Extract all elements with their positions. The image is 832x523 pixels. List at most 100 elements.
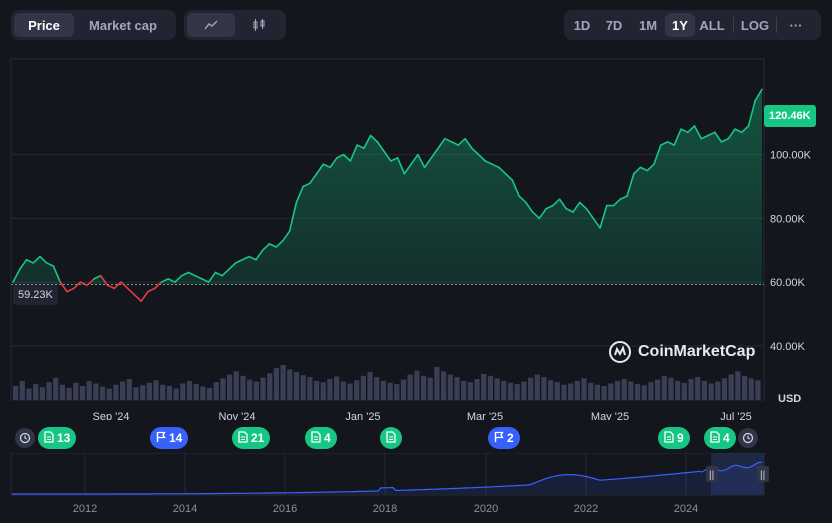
price-line-segment <box>444 137 453 143</box>
price-line-segment <box>417 153 426 169</box>
marker-count: 4 <box>324 431 331 445</box>
volume-bar <box>59 384 66 400</box>
price-line-segment <box>450 141 460 146</box>
volume-bar <box>588 382 594 400</box>
price-line-segment <box>619 195 628 201</box>
chart-type-toggle <box>184 10 286 40</box>
volume-bar <box>340 381 346 400</box>
navigator-handle-left[interactable] <box>706 466 718 482</box>
candlestick-button[interactable] <box>235 13 283 37</box>
range-1d[interactable]: 1D <box>573 17 591 33</box>
volume-bar <box>661 375 667 400</box>
volume-bar <box>280 365 286 400</box>
price-line-segment <box>396 156 406 175</box>
volume-bar <box>253 381 259 400</box>
price-line-segment <box>464 137 473 150</box>
price-line-segment <box>113 281 122 290</box>
news-marker[interactable]: 4 <box>305 427 337 449</box>
price-line-segment <box>410 153 419 165</box>
price-line-segment <box>153 281 163 290</box>
news-marker[interactable] <box>380 427 402 449</box>
price-line-segment <box>740 125 750 134</box>
volume-bar <box>501 380 507 400</box>
volume-bar <box>247 379 253 400</box>
price-line-segment <box>329 156 338 169</box>
x-tick-label: Jul '25 <box>720 411 751 420</box>
volume-bar <box>447 374 453 400</box>
price-line-segment <box>558 198 568 210</box>
news-marker[interactable]: 21 <box>232 427 271 449</box>
volume-bar <box>160 384 166 400</box>
range-1y[interactable]: 1Y <box>665 13 695 37</box>
navigator-year-label: 2022 <box>574 503 598 515</box>
tab-price[interactable]: Price <box>14 13 74 37</box>
price-line-segment <box>32 255 41 264</box>
document-icon <box>710 430 720 446</box>
log-toggle[interactable]: LOG <box>740 17 770 33</box>
price-line-segment <box>228 262 237 271</box>
history-button[interactable] <box>15 428 35 448</box>
price-line-segment <box>45 262 55 267</box>
volume-bar <box>213 382 219 400</box>
more-button[interactable]: ··· <box>789 17 803 33</box>
volume-bar <box>668 377 674 400</box>
volume-bar <box>695 377 701 400</box>
price-line-segment <box>79 281 89 287</box>
marker-count: 21 <box>251 431 265 445</box>
document-icon <box>44 430 54 446</box>
price-line-segment <box>39 255 48 264</box>
volume-bar <box>701 380 708 400</box>
news-marker[interactable]: 9 <box>658 427 690 449</box>
document-icon <box>664 430 674 446</box>
line-chart-button[interactable] <box>187 13 235 37</box>
price-line-segment <box>201 278 210 283</box>
news-marker[interactable]: 13 <box>38 427 77 449</box>
volume-bar <box>307 377 313 400</box>
price-line-segment <box>52 265 62 283</box>
tab-market-cap[interactable]: Market cap <box>89 17 157 33</box>
price-line-segment <box>174 274 183 283</box>
volume-bar <box>427 377 433 400</box>
price-line-segment <box>525 201 534 213</box>
event-flag-marker[interactable]: 2 <box>488 427 520 449</box>
volume-bar <box>735 371 741 400</box>
price-line-segment <box>187 271 196 277</box>
price-line-segment <box>511 179 520 197</box>
price-chart[interactable]: 40.00K 60.00K 80.00K 100.00K Sep '24 Nov '24… <box>0 0 832 420</box>
price-line-segment <box>457 137 466 146</box>
price-line-segment <box>707 131 716 137</box>
navigator-handle-right[interactable] <box>757 466 769 482</box>
metric-tabs: Price Market cap <box>11 10 176 40</box>
range-all[interactable]: ALL <box>699 17 725 33</box>
news-marker[interactable]: 4 <box>704 427 736 449</box>
price-line-segment <box>498 166 507 175</box>
price-line-segment <box>632 166 642 175</box>
volume-bar <box>53 377 59 400</box>
current-price-badge: 120.46K <box>764 105 816 127</box>
navigator-window[interactable] <box>711 453 764 495</box>
price-line-segment <box>99 274 109 287</box>
range-7d[interactable]: 7D <box>605 17 623 33</box>
event-flag-marker[interactable]: 14 <box>150 427 189 449</box>
navigator-year-label: 2024 <box>674 503 698 515</box>
volume-bar <box>140 385 146 400</box>
volume-bar <box>414 370 420 400</box>
price-line-segment <box>646 163 655 172</box>
range-1m[interactable]: 1M <box>638 17 658 33</box>
volume-bar <box>748 378 754 400</box>
price-line-segment <box>565 207 574 213</box>
volume-bar <box>741 375 748 400</box>
range-navigator[interactable]: || || 2012 2014 2016 2018 2020 2022 2024 <box>0 453 832 523</box>
price-line-segment <box>59 281 68 293</box>
clock-button[interactable] <box>738 428 758 448</box>
volume-bar <box>227 374 233 400</box>
price-line-segment <box>713 131 723 143</box>
volume-bar <box>634 384 641 400</box>
marker-count: 9 <box>677 431 684 445</box>
marker-count: 13 <box>57 431 71 445</box>
volume-bar <box>514 384 520 400</box>
price-line-segment <box>133 294 143 303</box>
candlestick-icon <box>253 19 265 31</box>
volume-bar <box>113 384 119 400</box>
volume-bar <box>548 380 554 400</box>
